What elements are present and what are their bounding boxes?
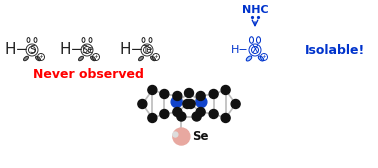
Text: Isolable!: Isolable! xyxy=(305,44,365,56)
Circle shape xyxy=(177,112,186,121)
Circle shape xyxy=(231,99,240,109)
Circle shape xyxy=(196,96,207,108)
Circle shape xyxy=(183,99,192,109)
Ellipse shape xyxy=(23,56,28,61)
Ellipse shape xyxy=(27,38,30,43)
Text: X: X xyxy=(252,45,258,55)
Circle shape xyxy=(221,86,230,94)
Ellipse shape xyxy=(249,37,254,43)
Circle shape xyxy=(209,110,218,118)
Text: H−: H− xyxy=(231,45,249,55)
Ellipse shape xyxy=(150,56,155,61)
Text: S: S xyxy=(29,45,35,55)
Ellipse shape xyxy=(89,38,92,43)
Circle shape xyxy=(173,108,182,116)
Ellipse shape xyxy=(79,56,84,61)
Text: Se: Se xyxy=(81,45,93,55)
Ellipse shape xyxy=(149,38,152,43)
Text: H−: H− xyxy=(60,43,84,57)
Ellipse shape xyxy=(258,56,264,61)
Ellipse shape xyxy=(82,38,85,43)
Circle shape xyxy=(173,128,190,145)
Circle shape xyxy=(173,92,182,100)
Ellipse shape xyxy=(36,56,40,61)
Ellipse shape xyxy=(257,37,260,43)
Circle shape xyxy=(173,132,178,137)
Circle shape xyxy=(186,99,195,109)
Circle shape xyxy=(148,113,157,122)
Circle shape xyxy=(171,96,182,108)
Circle shape xyxy=(160,110,169,118)
Text: +: + xyxy=(39,54,43,59)
Text: H−: H− xyxy=(5,43,29,57)
Circle shape xyxy=(192,112,201,121)
Circle shape xyxy=(148,86,157,94)
Circle shape xyxy=(221,113,230,122)
Circle shape xyxy=(184,89,194,97)
Text: Never observed: Never observed xyxy=(33,69,143,81)
Text: +: + xyxy=(94,54,98,59)
Text: NHC: NHC xyxy=(242,5,268,15)
Ellipse shape xyxy=(246,56,252,61)
Ellipse shape xyxy=(142,38,145,43)
Text: H−: H− xyxy=(120,43,144,57)
Circle shape xyxy=(160,90,169,98)
Circle shape xyxy=(196,92,205,100)
Ellipse shape xyxy=(139,56,144,61)
Text: +: + xyxy=(262,54,266,59)
Ellipse shape xyxy=(34,38,37,43)
Text: Te: Te xyxy=(142,45,152,55)
Circle shape xyxy=(209,90,218,98)
Text: Se: Se xyxy=(192,130,209,143)
Text: +: + xyxy=(153,54,158,59)
Circle shape xyxy=(138,99,147,109)
Ellipse shape xyxy=(91,56,96,61)
Circle shape xyxy=(196,108,205,116)
